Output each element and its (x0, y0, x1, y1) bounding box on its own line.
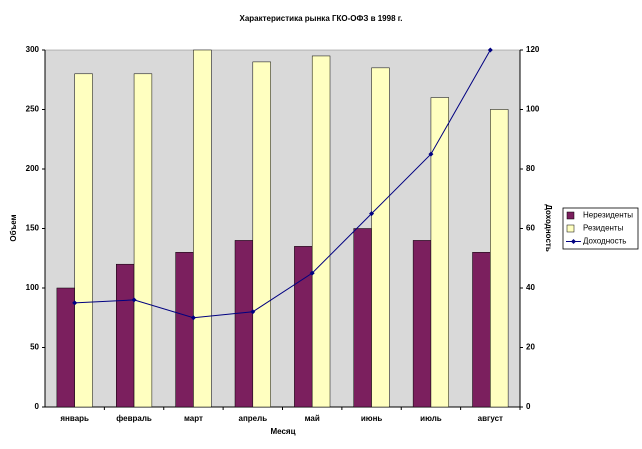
y2-tick-label: 0 (526, 402, 531, 411)
line-marker (428, 151, 434, 157)
legend-label: Нерезиденты (583, 211, 633, 220)
y-tick-label: 200 (26, 164, 40, 173)
y-tick-label: 50 (30, 343, 39, 352)
x-tick-label: март (184, 414, 203, 423)
legend-swatch (566, 224, 575, 233)
bar (430, 97, 449, 408)
x-tick-label: август (478, 414, 503, 423)
y-tick-label: 300 (26, 45, 40, 54)
x-tick-label: январь (60, 414, 89, 423)
y-tick-label: 250 (26, 105, 40, 114)
bar (252, 61, 271, 408)
line-marker (190, 315, 196, 321)
legend-box (562, 207, 639, 250)
bar (133, 73, 153, 408)
bar (412, 240, 432, 408)
legend-swatch (566, 211, 575, 220)
line-marker (369, 211, 375, 217)
bar (472, 252, 491, 408)
y2-tick-label: 40 (526, 283, 535, 292)
y-tick-label: 0 (35, 402, 40, 411)
bar (311, 55, 331, 408)
x-axis-label: Месяц (270, 427, 295, 436)
y-tick-label: 100 (26, 283, 40, 292)
line-marker (487, 47, 493, 53)
x-tick-label: июнь (361, 414, 383, 423)
bar (116, 263, 135, 408)
x-tick-label: июль (420, 414, 442, 423)
line-marker (309, 270, 315, 276)
bar (193, 49, 212, 408)
bar (175, 252, 194, 408)
x-tick-label: май (305, 414, 320, 423)
bar (490, 109, 509, 408)
y2-tick-label: 120 (526, 45, 540, 54)
y2-axis-label: Доходность (544, 204, 553, 252)
bar (74, 73, 93, 408)
y2-tick-label: 60 (526, 224, 535, 233)
x-tick-label: февраль (116, 414, 152, 423)
y-tick-label: 150 (26, 224, 40, 233)
bar (234, 240, 254, 408)
bar (294, 246, 313, 408)
line (74, 49, 491, 319)
legend-label: Доходность (583, 237, 626, 246)
legend-label: Резиденты (583, 224, 624, 233)
chart-title: Характеристика рынка ГКО-ОФЗ в 1998 г. (240, 14, 403, 23)
line-marker (72, 300, 78, 306)
bar (371, 67, 390, 408)
x-tick-label: апрель (239, 414, 268, 423)
bar (56, 287, 75, 408)
line-marker (131, 297, 137, 303)
y2-tick-label: 80 (526, 164, 535, 173)
legend-swatch-marker (571, 239, 576, 244)
y-axis-label: Объем (9, 214, 18, 241)
y2-tick-label: 100 (526, 105, 540, 114)
y2-tick-label: 20 (526, 343, 535, 352)
bar (353, 228, 372, 408)
line-marker (250, 309, 256, 315)
